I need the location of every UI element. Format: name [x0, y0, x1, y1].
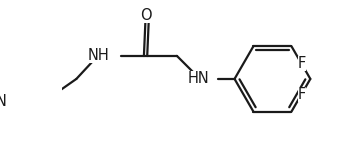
Text: HN: HN [188, 71, 210, 86]
Text: O: O [140, 8, 152, 23]
Text: F: F [298, 56, 306, 71]
Text: F: F [298, 87, 306, 102]
Text: NH: NH [87, 48, 109, 63]
Text: N: N [0, 95, 6, 109]
